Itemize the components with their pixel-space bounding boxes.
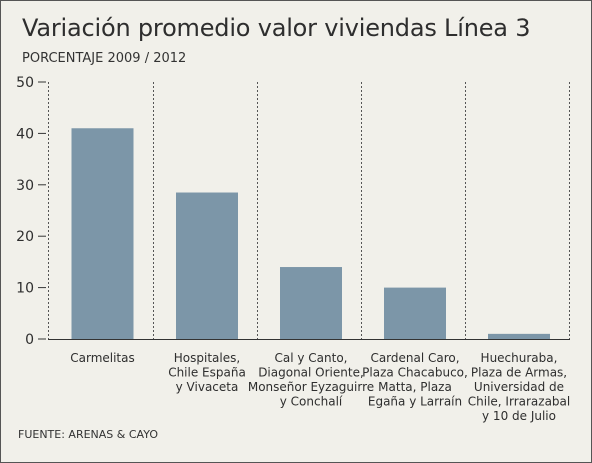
y-tick-label: 20 xyxy=(16,229,34,245)
y-tick-label: 10 xyxy=(16,281,34,297)
y-tick-label: 40 xyxy=(16,126,34,142)
bar xyxy=(488,333,550,339)
x-category-label: Cardenal Caro, Plaza Chacabuco, Matta, Pla… xyxy=(362,351,468,409)
bar xyxy=(280,267,342,339)
chart-subtitle: PORCENTAJE 2009 / 2012 xyxy=(22,51,187,66)
x-category-label: Cal y Canto, Diagonal Oriente, Monseñor Ey… xyxy=(248,351,374,409)
x-category-label: Hospitales, Chile España y Vivaceta xyxy=(168,351,246,394)
chart-title: Variación promedio valor viviendas Línea… xyxy=(22,14,531,42)
bar xyxy=(384,287,446,339)
y-tick-label: 30 xyxy=(16,178,34,194)
bar xyxy=(71,128,134,339)
y-tick-label: 0 xyxy=(25,332,34,348)
source-note: FUENTE: ARENAS & CAYO xyxy=(18,428,158,441)
x-category-label: Huechuraba, Plaza de Armas, Universidad de… xyxy=(468,351,570,423)
bar xyxy=(176,192,238,339)
y-tick-label: 50 xyxy=(16,75,34,91)
x-category-label: Carmelitas xyxy=(70,351,135,365)
